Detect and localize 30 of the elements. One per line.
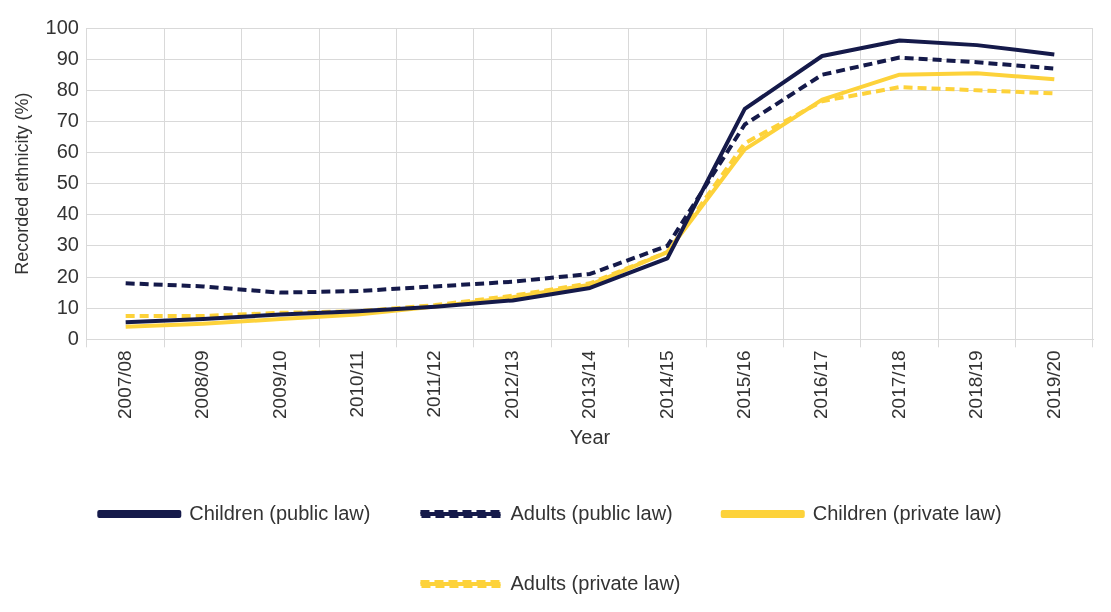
x-tick-label: 2007/08 — [113, 350, 135, 420]
legend-label: Children (private law) — [812, 501, 1002, 524]
y-tick-label: 100 — [45, 15, 79, 38]
x-tick-label: 2019/20 — [1042, 350, 1064, 420]
x-tick-label: 2014/15 — [655, 350, 677, 420]
y-tick-label: 90 — [56, 46, 79, 69]
x-axis-title: Year — [569, 425, 611, 448]
legend-label: Children (public law) — [189, 501, 371, 524]
x-tick-label: 2010/11 — [346, 350, 368, 418]
legend-label: Adults (private law) — [510, 571, 681, 594]
y-tick-label: 20 — [56, 264, 79, 287]
y-axis-title: Recorded ethnicity (%) — [11, 92, 32, 275]
y-tick-label: 70 — [56, 108, 79, 131]
x-tick-label: 2011/12 — [423, 350, 445, 418]
x-tick-label: 2008/09 — [191, 350, 213, 420]
x-tick-label: 2018/19 — [965, 350, 987, 420]
x-tick-label: 2017/18 — [887, 350, 909, 420]
y-tick-label: 80 — [56, 77, 79, 100]
legend-label: Adults (public law) — [510, 501, 673, 524]
x-tick-label: 2009/10 — [268, 350, 290, 420]
y-tick-label: 40 — [56, 202, 79, 225]
y-tick-label: 0 — [67, 326, 79, 349]
x-tick-label: 2016/17 — [810, 350, 832, 420]
x-tick-label: 2015/16 — [732, 350, 754, 420]
y-tick-label: 10 — [56, 295, 79, 318]
y-tick-label: 60 — [56, 140, 79, 163]
y-tick-label: 30 — [56, 233, 79, 256]
y-tick-label: 50 — [56, 171, 79, 194]
x-tick-label: 2012/13 — [500, 350, 522, 420]
x-tick-label: 2013/14 — [578, 349, 600, 420]
